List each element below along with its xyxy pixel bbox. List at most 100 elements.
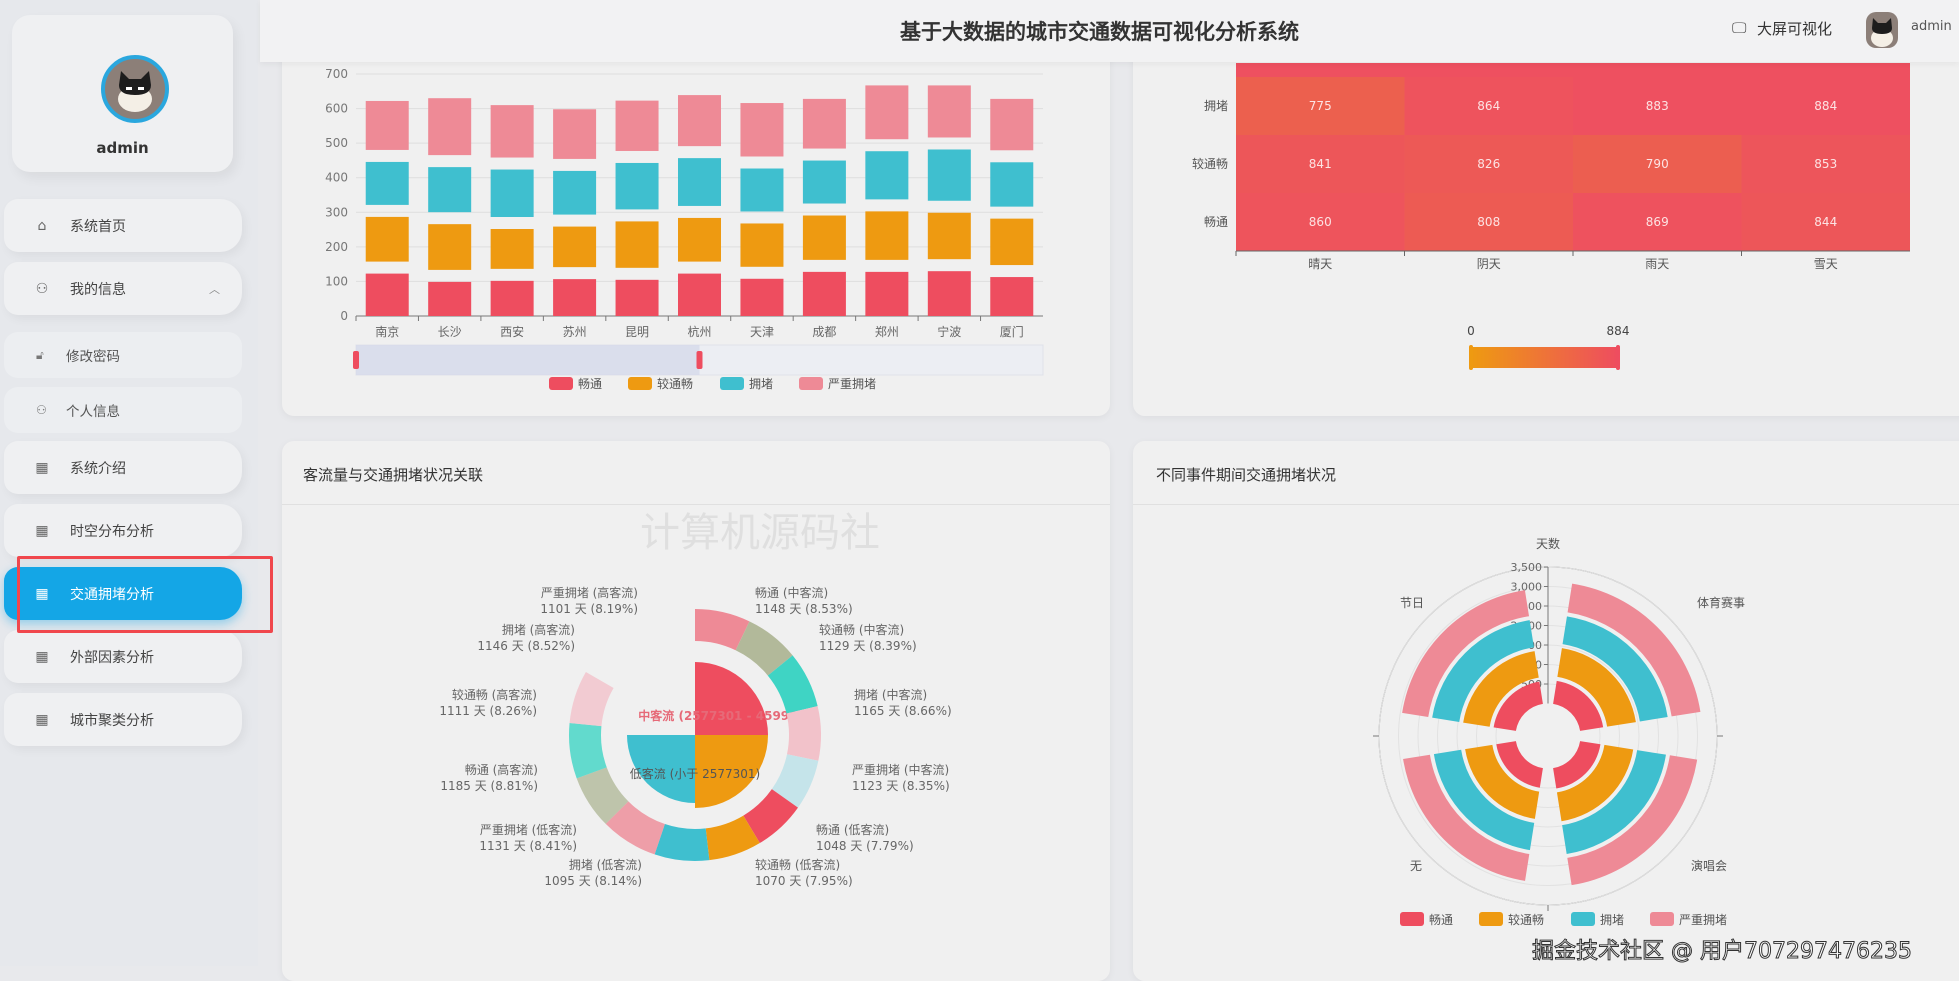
- heatmap-value: 864: [1477, 99, 1500, 113]
- pie-label-value: 1095 天 (8.14%): [544, 874, 642, 888]
- y-tick-label: 500: [325, 136, 348, 150]
- pie-label-value: 1123 天 (8.35%): [852, 779, 950, 793]
- bar-拥堵: [615, 162, 659, 210]
- pie-label: 拥堵 (高客流) 1146 天 (8.52%): [477, 622, 575, 654]
- polar-bar-严重拥堵: [1567, 755, 1698, 886]
- pie-label-value: 1129 天 (8.39%): [819, 639, 917, 653]
- x-tick-label: 苏州: [563, 325, 587, 339]
- heatmap-value: 790: [1646, 157, 1669, 171]
- legend-swatch: [628, 377, 652, 390]
- pie-slice-mid-flow: [695, 662, 768, 735]
- y-tick-label: 200: [325, 240, 348, 254]
- monitor-icon[interactable]: 🖵︎: [1732, 19, 1747, 37]
- pie-outer-slice: [771, 754, 819, 808]
- legend-label: 严重拥堵: [828, 377, 876, 391]
- legend-swatch: [1400, 912, 1424, 926]
- bar-畅通: [365, 273, 409, 316]
- heatmap-value: 826: [1477, 157, 1500, 171]
- angle-label: 无: [1410, 859, 1422, 873]
- bar-严重拥堵: [802, 98, 846, 149]
- bar-较通畅: [678, 217, 721, 262]
- y-tick-label: 较通畅: [1192, 156, 1228, 171]
- x-tick-label: 晴天: [1308, 257, 1332, 271]
- grid-icon: ▦: [35, 648, 49, 665]
- sidebar-item-change-password[interactable]: 🔓︎ 修改密码: [4, 332, 242, 378]
- bar-较通畅: [990, 218, 1034, 266]
- highlight-box: [17, 556, 273, 633]
- bar-严重拥堵: [490, 105, 534, 158]
- bar-畅通: [927, 271, 971, 316]
- sidebar-item-cluster[interactable]: ▦ 城市聚类分析: [4, 693, 242, 746]
- bar-畅通: [678, 273, 721, 316]
- polar-bar-较通畅: [1556, 744, 1634, 822]
- chevron-up-icon: ︿: [209, 282, 220, 296]
- x-tick-label: 成都: [812, 325, 836, 339]
- home-icon: ⌂: [37, 217, 47, 234]
- pie-label-name: 畅通 (低客流): [816, 823, 890, 837]
- pie-outer-slice: [569, 672, 614, 727]
- sidebar-item-label: 时空分布分析: [70, 523, 154, 540]
- bar-拥堵: [802, 160, 846, 204]
- y-tick-label: 700: [325, 67, 348, 81]
- bar-畅通: [740, 278, 784, 316]
- bigscreen-link[interactable]: 大屏可视化: [1757, 20, 1833, 38]
- sidebar-item-external[interactable]: ▦ 外部因素分析: [4, 630, 242, 683]
- y-tick-label: 400: [325, 171, 348, 185]
- sidebar-item-label: 系统介绍: [70, 460, 126, 477]
- datazoom-handle: [353, 351, 359, 369]
- heatmap-cell: [1741, 135, 1910, 193]
- card-event-polar: 不同事件期间交通拥堵状况: [1133, 441, 1959, 981]
- legend-label: 畅通: [1429, 913, 1453, 927]
- heatmap-value: 808: [1477, 215, 1500, 229]
- header: 基于大数据的城市交通数据可视化分析系统 🖵︎ 大屏可视化 admin: [260, 0, 1959, 62]
- polar-bar-严重拥堵: [1402, 590, 1530, 718]
- sidebar-item-home[interactable]: ⌂ 系统首页: [4, 199, 242, 252]
- pie-label: 较通畅 (高客流) 1111 天 (8.26%): [439, 687, 537, 719]
- grid-icon: ▦: [35, 459, 49, 476]
- pie-label-value: 1070 天 (7.95%): [755, 874, 853, 888]
- header-username[interactable]: admin: [1911, 19, 1952, 34]
- sidebar-item-congestion[interactable]: ▦ 交通拥堵分析: [4, 567, 242, 620]
- legend-label: 拥堵: [1600, 913, 1624, 927]
- y-tick-label: 600: [325, 102, 348, 116]
- legend-swatch: [1650, 912, 1674, 926]
- bar-较通畅: [490, 229, 534, 269]
- heatmap-cell-partial: [1236, 63, 1910, 77]
- pie-label-value: 1146 天 (8.52%): [477, 639, 575, 653]
- bar-较通畅: [428, 224, 472, 270]
- pie-label-name: 畅通 (中客流): [755, 586, 829, 600]
- sidebar-item-personal-info[interactable]: ⚇ 个人信息: [4, 387, 242, 433]
- legend-label: 严重拥堵: [1679, 913, 1727, 927]
- polar-bar-拥堵: [1562, 616, 1668, 722]
- heatmap-value: 883: [1646, 99, 1669, 113]
- heatmap-cell: [1404, 135, 1573, 193]
- sidebar-item-my-info[interactable]: ⚇ 我的信息 ︿: [4, 262, 242, 315]
- pie-label-name: 畅通 (高客流): [464, 763, 538, 777]
- legend-label: 畅通: [578, 377, 602, 391]
- sidebar: admin ⌂ 系统首页 ⚇ 我的信息 ︿ 🔓︎ 修改密码 ⚇ 个人信息 ▦ 系统介绍 ▦ 时…: [0, 0, 273, 966]
- grid-icon: ▦: [35, 585, 49, 602]
- grid-icon: ▦: [35, 711, 49, 728]
- heatmap-value: 841: [1309, 157, 1332, 171]
- header-avatar[interactable]: [1866, 12, 1898, 48]
- bar-畅通: [802, 271, 846, 316]
- bar-较通畅: [802, 215, 846, 260]
- pie-label-value: 1111 天 (8.26%): [439, 704, 537, 718]
- sidebar-item-intro[interactable]: ▦ 系统介绍: [4, 441, 242, 494]
- polar-bar-严重拥堵: [1403, 754, 1530, 881]
- page-title: 基于大数据的城市交通数据可视化分析系统: [900, 20, 1299, 44]
- heatmap-cell: [1404, 193, 1573, 251]
- pie-outer-slice: [743, 789, 798, 844]
- sidebar-item-spatiotemporal[interactable]: ▦ 时空分布分析: [4, 504, 242, 557]
- bar-较通畅: [553, 226, 597, 268]
- avatar[interactable]: [101, 55, 169, 123]
- x-tick-label: 杭州: [687, 324, 711, 339]
- bar-严重拥堵: [740, 103, 784, 157]
- bar-拥堵: [490, 169, 534, 218]
- pie-label: 严重拥堵 (中客流) 1123 天 (8.35%): [852, 762, 950, 794]
- legend-label: 较通畅: [1508, 912, 1544, 927]
- legend-swatch: [720, 377, 744, 390]
- profile-card: admin: [12, 15, 233, 172]
- visual-map-handle: [1616, 345, 1620, 370]
- heatmap-value: 844: [1814, 215, 1837, 229]
